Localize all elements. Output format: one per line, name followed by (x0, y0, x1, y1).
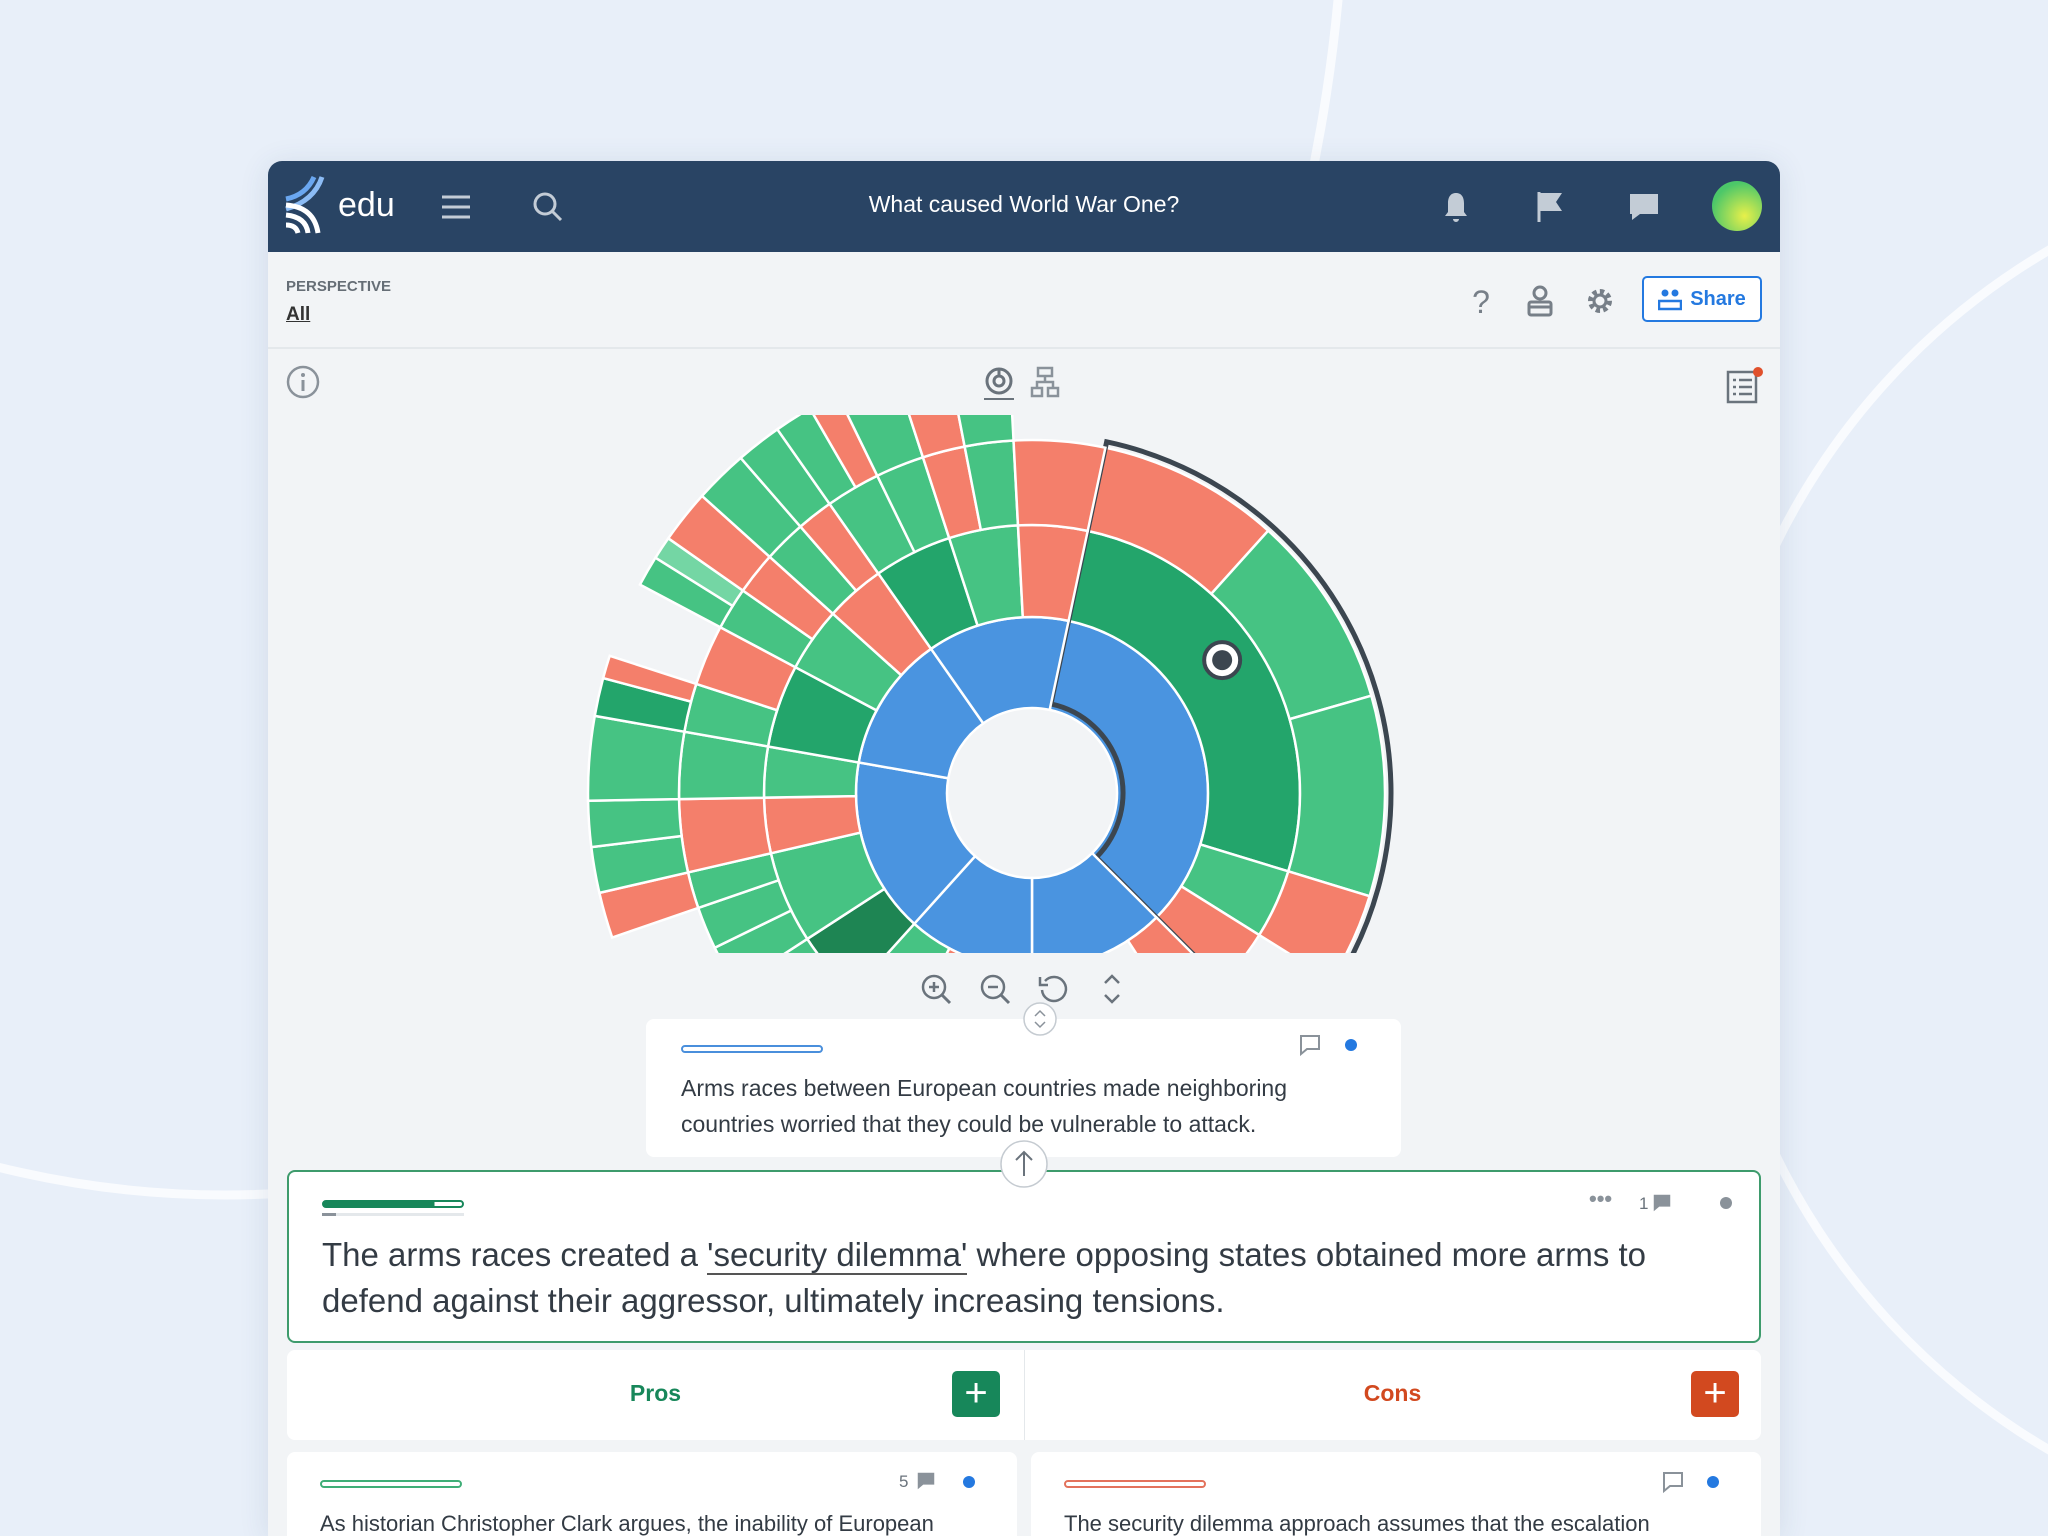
people-icon (1658, 289, 1683, 311)
logo[interactable]: edu (284, 175, 395, 235)
main-claim-card[interactable]: ••• 1 The arms races created a 'security… (287, 1170, 1761, 1343)
bell-icon[interactable] (1438, 189, 1474, 225)
menu-icon[interactable] (438, 189, 474, 225)
comment-icon[interactable] (1298, 1033, 1322, 1057)
sunburst-pro-segment[interactable] (853, 922, 952, 955)
selected-branch-outline (1047, 438, 1394, 953)
top-navbar: edu What caused World War One? (268, 161, 1780, 252)
main-claim-text: The arms races created a 'security dilem… (322, 1232, 1722, 1324)
status-dot (1345, 1039, 1357, 1051)
background-arc (0, 0, 1343, 1200)
security-dilemma-link[interactable]: 'security dilemma' (707, 1236, 968, 1275)
sunburst-con-segment[interactable] (1012, 438, 1107, 533)
cons-label: Cons (1363, 1380, 1422, 1406)
sunburst-pro-segment[interactable] (1286, 694, 1387, 898)
con-card[interactable]: The security dilemma approach assumes th… (1031, 1452, 1761, 1536)
more-options-button[interactable]: ••• (1589, 1186, 1613, 1211)
avatar[interactable] (1712, 181, 1762, 231)
share-button[interactable]: Share (1642, 276, 1762, 322)
perspective-selector[interactable]: All (286, 304, 311, 325)
strength-bar (1064, 1480, 1206, 1488)
chat-icon[interactable] (1626, 189, 1662, 225)
logo-icon (285, 175, 325, 234)
comment-icon[interactable] (915, 1470, 937, 1492)
info-icon[interactable] (285, 364, 321, 400)
tree-view-icon[interactable] (1030, 366, 1060, 400)
perspective-label: PERSPECTIVE (286, 278, 392, 295)
claim-text: where opposing states obtained more arms… (322, 1236, 1647, 1319)
app-window: edu What caused World War One? PERSPECTI… (268, 161, 1780, 1536)
sunburst-con-segment[interactable] (1126, 915, 1222, 955)
pros-label: Pros (629, 1380, 682, 1406)
pro-card[interactable]: 5 As historian Christopher Clark argues,… (287, 1452, 1017, 1536)
comment-icon[interactable] (1651, 1192, 1673, 1214)
zoom-in-icon[interactable] (918, 971, 954, 1007)
comment-count: 1 (1639, 1194, 1649, 1213)
list-view-icon[interactable] (1724, 366, 1764, 406)
search-icon[interactable] (530, 189, 566, 225)
comment-icon[interactable] (1661, 1470, 1685, 1494)
progress-bar (322, 1213, 464, 1216)
current-position-marker-dot (1212, 650, 1233, 671)
strength-bar (320, 1480, 462, 1488)
viewer-icon[interactable] (1523, 284, 1557, 318)
strength-bar (322, 1200, 464, 1208)
app-name: edu (338, 185, 395, 224)
reset-icon[interactable] (1036, 971, 1072, 1007)
add-pro-button[interactable]: + (952, 1371, 1000, 1417)
sunburst-chart[interactable] (268, 415, 1780, 955)
strength-bar (681, 1045, 823, 1053)
expand-icon[interactable] (1094, 971, 1130, 1007)
zoom-out-icon[interactable] (977, 971, 1013, 1007)
column-divider (1024, 1350, 1025, 1440)
settings-icon[interactable] (1583, 284, 1617, 318)
claim-text: The arms races created a (322, 1236, 708, 1273)
focus-card[interactable]: Arms races between European countries ma… (646, 1019, 1401, 1157)
perspective-bar: PERSPECTIVE All ? Share (268, 252, 1780, 349)
pro-card-text: As historian Christopher Clark argues, t… (320, 1511, 934, 1536)
status-dot (963, 1476, 975, 1488)
comment-count: 5 (899, 1472, 909, 1491)
sunburst-claim-segment[interactable] (1030, 851, 1159, 955)
status-dot (1720, 1197, 1732, 1209)
go-up-icon[interactable] (999, 1139, 1049, 1189)
add-con-button[interactable]: + (1691, 1371, 1739, 1417)
flag-icon[interactable] (1532, 189, 1568, 225)
pros-cons-header: Pros + Cons + (287, 1350, 1761, 1440)
svg-text:?: ? (1472, 284, 1490, 318)
collapse-toggle-icon[interactable] (1022, 1001, 1058, 1037)
help-icon[interactable]: ? (1464, 284, 1498, 318)
con-card-text: The security dilemma approach assumes th… (1064, 1511, 1650, 1536)
focus-card-text: Arms races between European countries ma… (681, 1075, 1288, 1137)
sunburst-view-icon[interactable] (982, 366, 1016, 400)
share-label: Share (1690, 287, 1746, 310)
status-dot (1707, 1476, 1719, 1488)
